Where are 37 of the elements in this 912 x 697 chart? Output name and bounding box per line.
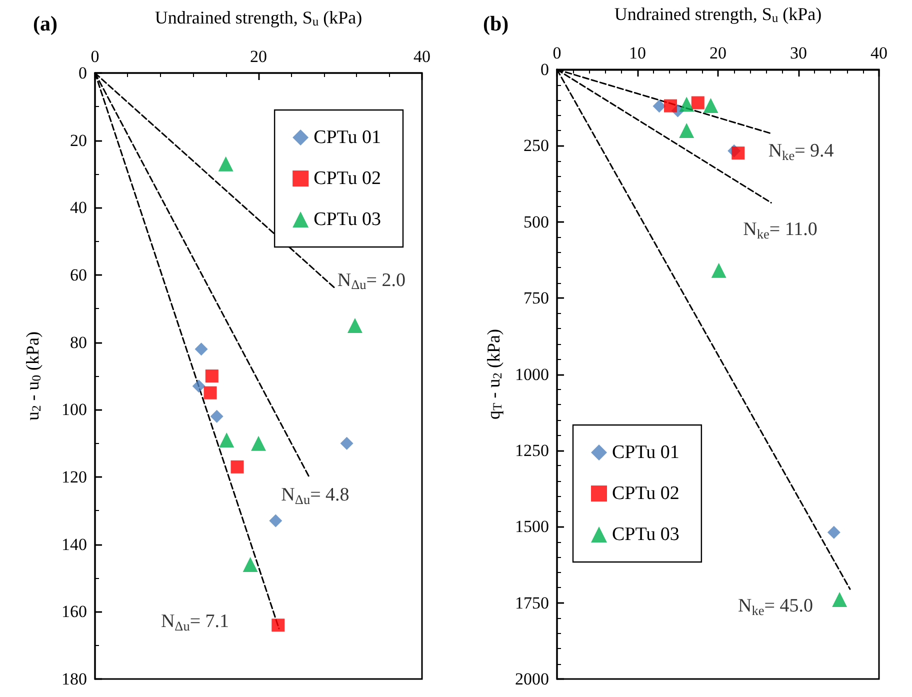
y-tick-label: 20 [70,130,87,150]
y-tick-label: 140 [62,534,87,554]
x-tick-label: 0 [90,47,100,66]
y-tick-label: 1500 [515,517,549,536]
legend-label: CPTu 03 [612,524,680,545]
legend-label: CPTu 01 [612,442,680,463]
y-tick-label: 80 [70,332,87,352]
y-tick-label: 500 [524,212,549,232]
y-tick-label: 0 [78,64,87,82]
y-tick-label: 1750 [515,593,549,612]
legend-label: CPTu 02 [314,168,382,189]
y-tick-label: 1250 [515,440,549,460]
y-tick-label: 160 [62,602,87,622]
y-tick-label: 100 [62,400,87,420]
x-tick-label: 30 [790,44,807,63]
x-tick-label: 40 [414,47,430,66]
y-tick-label: 180 [62,670,87,688]
x-tick-label: 0 [552,44,562,63]
y-tick-label: 120 [62,468,87,486]
x-tick-label: 40 [870,44,888,63]
chart-title: (a) [33,12,58,36]
y-tick-label: 250 [524,136,549,156]
y-tick-label: 2000 [515,670,549,688]
legend-label: CPTu 01 [314,127,382,148]
y-tick-label: 40 [70,198,87,218]
y-tick-label: 1000 [515,364,549,384]
y-tick-label: 0 [540,60,549,80]
y-axis-title: u2 - u0 (kPa) [22,331,44,421]
chart-title: (b) [483,12,509,36]
x-tick-label: 20 [710,44,726,63]
x-tick-label: 10 [629,44,646,63]
legend-label: CPTu 02 [612,483,680,504]
legend-label: CPTu 03 [314,209,382,230]
y-tick-label: 750 [524,288,549,308]
y-tick-label: 60 [70,266,87,284]
x-tick-label: 20 [250,47,267,66]
y-axis-title: qT - u2 (kPa) [484,329,505,420]
